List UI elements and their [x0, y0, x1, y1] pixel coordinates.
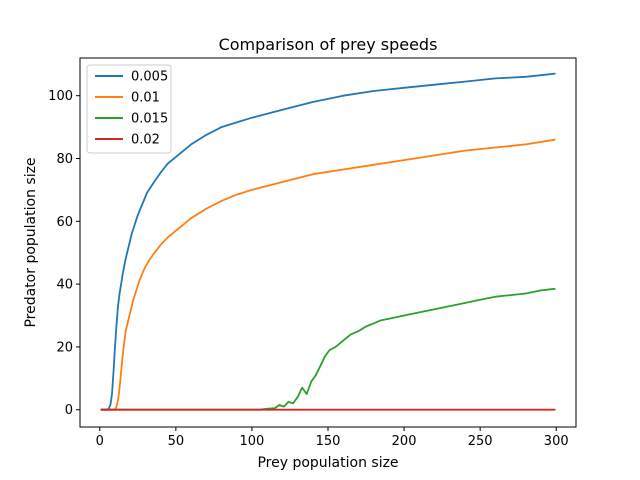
x-tick-label: 250 [468, 434, 493, 449]
y-tick-label: 0 [65, 403, 73, 418]
series-line-0.005 [100, 72, 556, 411]
x-tick-label: 150 [316, 434, 341, 449]
series-line-0.015 [100, 287, 556, 411]
y-tick-label: 100 [48, 89, 73, 104]
x-axis-label: Prey population size [257, 455, 398, 471]
legend-entry: 0.01 [131, 91, 160, 106]
series-line-0.01 [100, 138, 556, 411]
y-axis-label: Predator population size [23, 157, 39, 327]
y-tick-label: 20 [56, 340, 73, 355]
y-tick-label: 60 [56, 215, 73, 230]
legend-entry: 0.005 [131, 70, 168, 85]
y-tick-label: 80 [56, 152, 73, 167]
legend-entry: 0.02 [131, 133, 160, 148]
legend: 0.005 0.01 0.015 0.02 [86, 64, 172, 154]
x-tick-label: 300 [544, 434, 569, 449]
series-layer [100, 72, 556, 411]
x-tick-label: 100 [240, 434, 265, 449]
legend-entry: 0.015 [131, 112, 168, 127]
x-tick-label: 200 [392, 434, 417, 449]
chart-title: Comparison of prey speeds [219, 35, 438, 54]
y-tick-label: 40 [56, 278, 73, 293]
x-tick-label: 50 [168, 434, 185, 449]
x-tick-label: 0 [96, 434, 104, 449]
y-axis: 0 20 40 60 80 100 [48, 89, 80, 418]
x-axis: 0 50 100 150 200 250 300 [96, 427, 569, 449]
legend-box [86, 64, 172, 154]
